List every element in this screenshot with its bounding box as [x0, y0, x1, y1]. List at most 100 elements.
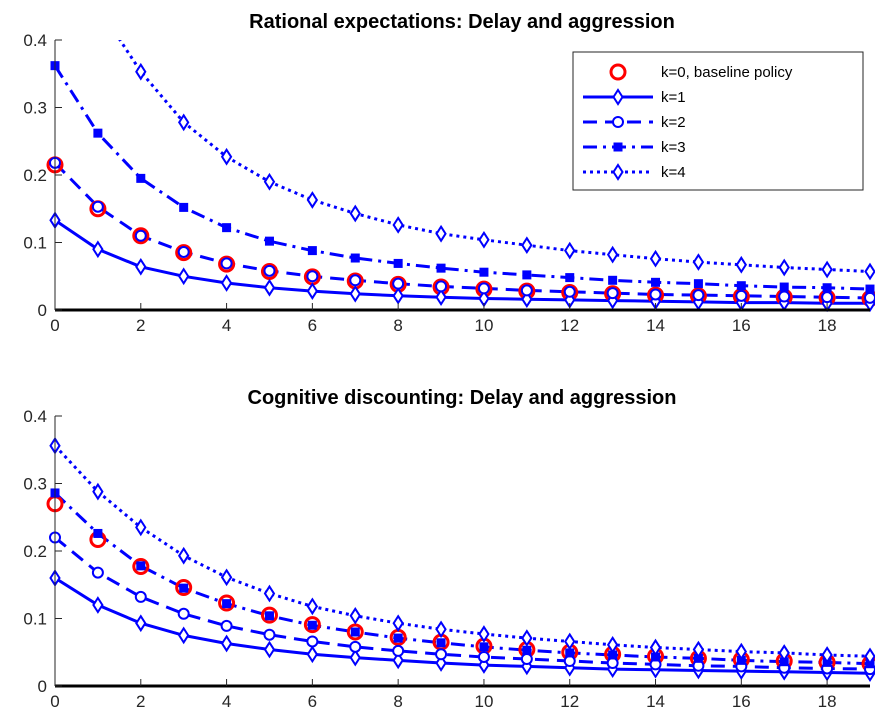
x-tick-label: 4 — [222, 316, 231, 335]
data-point — [349, 204, 361, 223]
data-point — [222, 223, 232, 233]
x-tick-label: 2 — [136, 692, 145, 711]
data-point — [522, 645, 532, 655]
data-point — [307, 246, 317, 256]
data-point — [307, 620, 317, 630]
data-point — [136, 561, 146, 571]
data-point — [179, 202, 189, 212]
data-point — [349, 274, 362, 287]
x-tick-label: 0 — [50, 692, 59, 711]
data-point — [218, 255, 236, 273]
data-point — [864, 291, 875, 304]
data-point — [306, 191, 319, 209]
data-point — [91, 200, 104, 213]
data-point — [436, 263, 446, 273]
data-point — [177, 245, 190, 258]
data-point — [779, 282, 789, 292]
data-point — [263, 278, 276, 297]
y-tick-label: 0.2 — [23, 542, 47, 561]
x-tick-label: 10 — [474, 692, 493, 711]
data-point — [220, 147, 233, 166]
data-point — [349, 284, 361, 303]
data-point — [92, 482, 104, 501]
data-point — [220, 274, 233, 292]
data-point — [564, 632, 576, 651]
x-tick-label: 14 — [646, 316, 665, 335]
data-point — [263, 628, 276, 641]
data-point — [735, 642, 748, 661]
data-point — [778, 258, 790, 277]
data-point — [520, 653, 533, 665]
x-tick-label: 0 — [50, 316, 59, 335]
data-point — [822, 283, 832, 293]
data-point — [175, 578, 193, 596]
data-point — [649, 249, 662, 268]
x-tick-label: 18 — [818, 316, 837, 335]
x-tick-label: 10 — [474, 316, 493, 335]
y-tick-label: 0.4 — [23, 407, 47, 426]
data-point — [778, 644, 790, 662]
x-tick-label: 16 — [732, 692, 751, 711]
data-point — [692, 253, 705, 271]
data-point — [135, 518, 147, 537]
series-line-k-2 — [55, 536, 870, 671]
data-point — [177, 546, 190, 565]
data-point — [179, 583, 189, 593]
data-point — [693, 279, 703, 289]
data-point — [736, 281, 746, 291]
x-tick-label: 8 — [393, 692, 402, 711]
data-point — [135, 257, 147, 276]
x-tick-label: 16 — [732, 316, 751, 335]
data-point — [435, 620, 447, 639]
data-point — [392, 286, 404, 305]
data-point — [778, 290, 791, 303]
legend-label: k=0, baseline policy — [661, 64, 793, 81]
data-point — [521, 629, 533, 647]
data-point — [478, 625, 490, 643]
legend-label: k=2 — [661, 114, 686, 131]
legend-marker — [612, 163, 624, 181]
data-point — [134, 229, 147, 242]
series-lines — [55, 444, 870, 675]
data-point — [132, 227, 150, 245]
data-point — [220, 257, 233, 270]
x-tick-label: 6 — [308, 316, 317, 335]
axes: 0 0.1 0.2 0.3 0.4 0 2 4 6 8 10 12 14 16 18 — [23, 31, 836, 335]
chart-title: Rational expectations: Delay and aggress… — [249, 11, 675, 33]
x-tick-label: 8 — [393, 316, 402, 335]
panel-rational-expectations: Rational expectations: Delay and aggress… — [23, 11, 875, 335]
y-tick-label: 0 — [38, 677, 47, 696]
data-point — [93, 128, 103, 138]
legend-entry: k=4 — [583, 163, 686, 181]
data-point — [350, 253, 360, 263]
data-point — [177, 267, 190, 286]
data-point — [349, 640, 362, 653]
data-point — [306, 282, 319, 300]
data-point — [436, 638, 446, 648]
data-point — [649, 638, 662, 657]
legend: k=0, baseline policy k=1 k=2 k=3 k=4 — [572, 51, 864, 191]
data-point — [306, 645, 319, 664]
x-tick-label: 12 — [560, 692, 579, 711]
data-point — [479, 642, 489, 652]
data-point — [435, 224, 447, 243]
data-point — [135, 614, 147, 633]
legend-entry: k=3 — [583, 139, 686, 156]
data-point — [346, 623, 364, 641]
series-markers — [46, 61, 875, 313]
axes: 0 0.1 0.2 0.3 0.4 0 2 4 6 8 10 12 14 16 18 — [23, 407, 836, 711]
legend-label: k=1 — [661, 89, 686, 106]
data-point — [864, 262, 875, 281]
data-point — [392, 651, 404, 670]
data-point — [521, 236, 533, 255]
data-point — [177, 626, 190, 645]
data-point — [522, 270, 532, 280]
data-point — [135, 62, 147, 81]
data-point — [520, 284, 533, 297]
data-point — [392, 277, 405, 290]
data-point — [608, 275, 618, 285]
data-point — [821, 291, 834, 304]
data-point — [393, 258, 403, 268]
series-markers — [46, 436, 875, 683]
data-point — [435, 648, 448, 661]
